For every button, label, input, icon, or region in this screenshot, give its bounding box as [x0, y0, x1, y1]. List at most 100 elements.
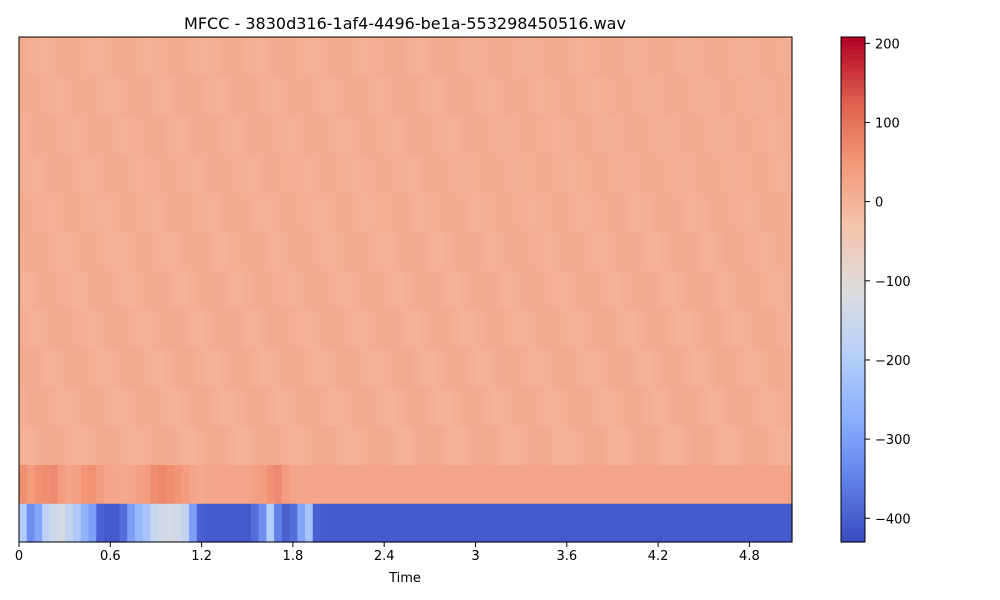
heatmap-cell — [19, 464, 28, 504]
heatmap-cell — [737, 347, 747, 388]
heatmap-cell — [498, 425, 507, 465]
heatmap-cell — [413, 503, 422, 543]
heatmap-cell — [676, 464, 685, 504]
heatmap-cell — [382, 386, 391, 427]
heatmap-cell — [583, 425, 592, 465]
heatmap-cell — [629, 347, 638, 388]
heatmap-cell — [660, 425, 669, 465]
heatmap-cell — [274, 270, 283, 310]
colorbar-segment — [841, 318, 865, 324]
heatmap-cell — [683, 503, 693, 543]
heatmap-cell — [691, 308, 700, 349]
heatmap-cell — [181, 37, 190, 77]
heatmap-cell — [405, 114, 414, 155]
heatmap-cell — [490, 114, 499, 155]
heatmap-cell — [328, 425, 337, 465]
heatmap-cell — [297, 464, 306, 504]
heatmap-cell — [676, 308, 685, 349]
heatmap-cell — [706, 425, 716, 465]
heatmap-cell — [142, 114, 152, 155]
heatmap-cell — [475, 270, 484, 310]
heatmap-cell — [706, 270, 716, 310]
heatmap-cell — [459, 231, 468, 271]
heatmap-cell — [374, 270, 383, 310]
heatmap-cell — [258, 347, 267, 388]
heatmap-cell — [274, 464, 283, 504]
heatmap-cell — [111, 503, 121, 543]
heatmap-cell — [328, 270, 337, 310]
heatmap-cell — [505, 347, 515, 388]
heatmap-cell — [73, 153, 82, 193]
heatmap-cell — [390, 425, 399, 465]
heatmap-cell — [428, 308, 438, 349]
heatmap-cell — [235, 425, 244, 465]
heatmap-cell — [606, 270, 615, 310]
heatmap-cell — [227, 37, 237, 77]
heatmap-cell — [475, 153, 484, 193]
heatmap-cell — [312, 347, 322, 388]
heatmap-cell — [250, 308, 260, 349]
heatmap-cell — [57, 114, 66, 155]
colorbar-segment — [841, 226, 865, 232]
heatmap-cell — [621, 153, 631, 193]
heatmap-cell — [227, 75, 237, 116]
heatmap-cell — [34, 503, 43, 543]
heatmap-cell — [258, 153, 267, 193]
heatmap-cell — [96, 270, 105, 310]
heatmap-cell — [80, 308, 90, 349]
heatmap-cell — [567, 153, 577, 193]
heatmap-cell — [73, 503, 82, 543]
heatmap-cell — [614, 503, 623, 543]
heatmap-cell — [219, 503, 229, 543]
heatmap-cell — [444, 425, 453, 465]
heatmap-cell — [351, 425, 360, 465]
heatmap-cell — [436, 386, 445, 427]
heatmap-cell — [88, 75, 97, 116]
heatmap-cell — [359, 270, 368, 310]
heatmap-cell — [737, 75, 747, 116]
heatmap-cell — [173, 75, 182, 116]
heatmap-cell — [598, 231, 608, 271]
heatmap-cell — [390, 270, 399, 310]
heatmap-cell — [80, 231, 90, 271]
heatmap-cell — [505, 464, 515, 504]
heatmap-cell — [142, 503, 152, 543]
heatmap-cell — [366, 37, 376, 77]
heatmap-cell — [405, 231, 414, 271]
colorbar-segment — [841, 268, 865, 274]
heatmap-cell — [57, 37, 66, 77]
heatmap-cell — [266, 231, 275, 271]
heatmap-cell — [297, 425, 306, 465]
heatmap-cell — [104, 75, 113, 116]
heatmap-cell — [691, 386, 700, 427]
heatmap-cell — [235, 114, 244, 155]
heatmap-cell — [660, 192, 669, 232]
heatmap-cell — [583, 231, 592, 271]
x-tick-label: 3 — [471, 549, 479, 564]
heatmap-cell — [730, 308, 739, 349]
heatmap-cell — [745, 37, 754, 77]
heatmap-cell — [482, 503, 492, 543]
heatmap-cell — [42, 464, 51, 504]
colorbar-segment — [841, 53, 865, 59]
heatmap-cell — [19, 37, 28, 77]
heatmap-cell — [351, 503, 360, 543]
heatmap-cell — [196, 270, 206, 310]
x-tick-label: 4.8 — [739, 549, 760, 564]
heatmap-cell — [560, 425, 569, 465]
heatmap-cell — [761, 347, 770, 388]
heatmap-cell — [560, 270, 569, 310]
heatmap-cell — [683, 37, 693, 77]
heatmap-cell — [204, 386, 213, 427]
heatmap-cell — [691, 347, 700, 388]
heatmap-cell — [676, 153, 685, 193]
colorbar-segment — [841, 512, 865, 518]
heatmap-cell — [305, 37, 314, 77]
heatmap-cell — [722, 308, 731, 349]
heatmap-cell — [26, 192, 36, 232]
heatmap-cell — [96, 114, 105, 155]
heatmap-cell — [699, 503, 708, 543]
heatmap-cell — [343, 192, 352, 232]
colorbar-segment — [841, 243, 865, 249]
